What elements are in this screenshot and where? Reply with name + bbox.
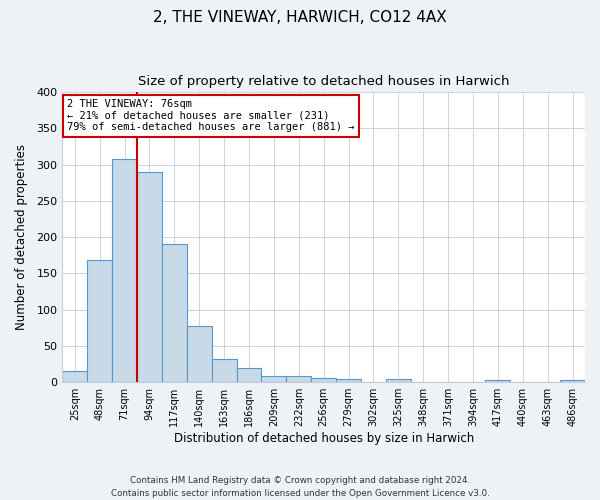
- Bar: [386, 380, 411, 382]
- X-axis label: Distribution of detached houses by size in Harwich: Distribution of detached houses by size …: [173, 432, 474, 445]
- Bar: [336, 378, 361, 382]
- Bar: [560, 380, 585, 382]
- Bar: [62, 372, 87, 382]
- Bar: [286, 376, 311, 382]
- Bar: [236, 368, 262, 382]
- Bar: [137, 172, 162, 382]
- Text: 2, THE VINEWAY, HARWICH, CO12 4AX: 2, THE VINEWAY, HARWICH, CO12 4AX: [153, 10, 447, 25]
- Text: 2 THE VINEWAY: 76sqm
← 21% of detached houses are smaller (231)
79% of semi-deta: 2 THE VINEWAY: 76sqm ← 21% of detached h…: [67, 99, 355, 132]
- Text: Contains HM Land Registry data © Crown copyright and database right 2024.
Contai: Contains HM Land Registry data © Crown c…: [110, 476, 490, 498]
- Y-axis label: Number of detached properties: Number of detached properties: [15, 144, 28, 330]
- Bar: [212, 359, 236, 382]
- Bar: [262, 376, 286, 382]
- Title: Size of property relative to detached houses in Harwich: Size of property relative to detached ho…: [138, 75, 509, 88]
- Bar: [187, 326, 212, 382]
- Bar: [485, 380, 511, 382]
- Bar: [162, 244, 187, 382]
- Bar: [112, 160, 137, 382]
- Bar: [311, 378, 336, 382]
- Bar: [87, 260, 112, 382]
